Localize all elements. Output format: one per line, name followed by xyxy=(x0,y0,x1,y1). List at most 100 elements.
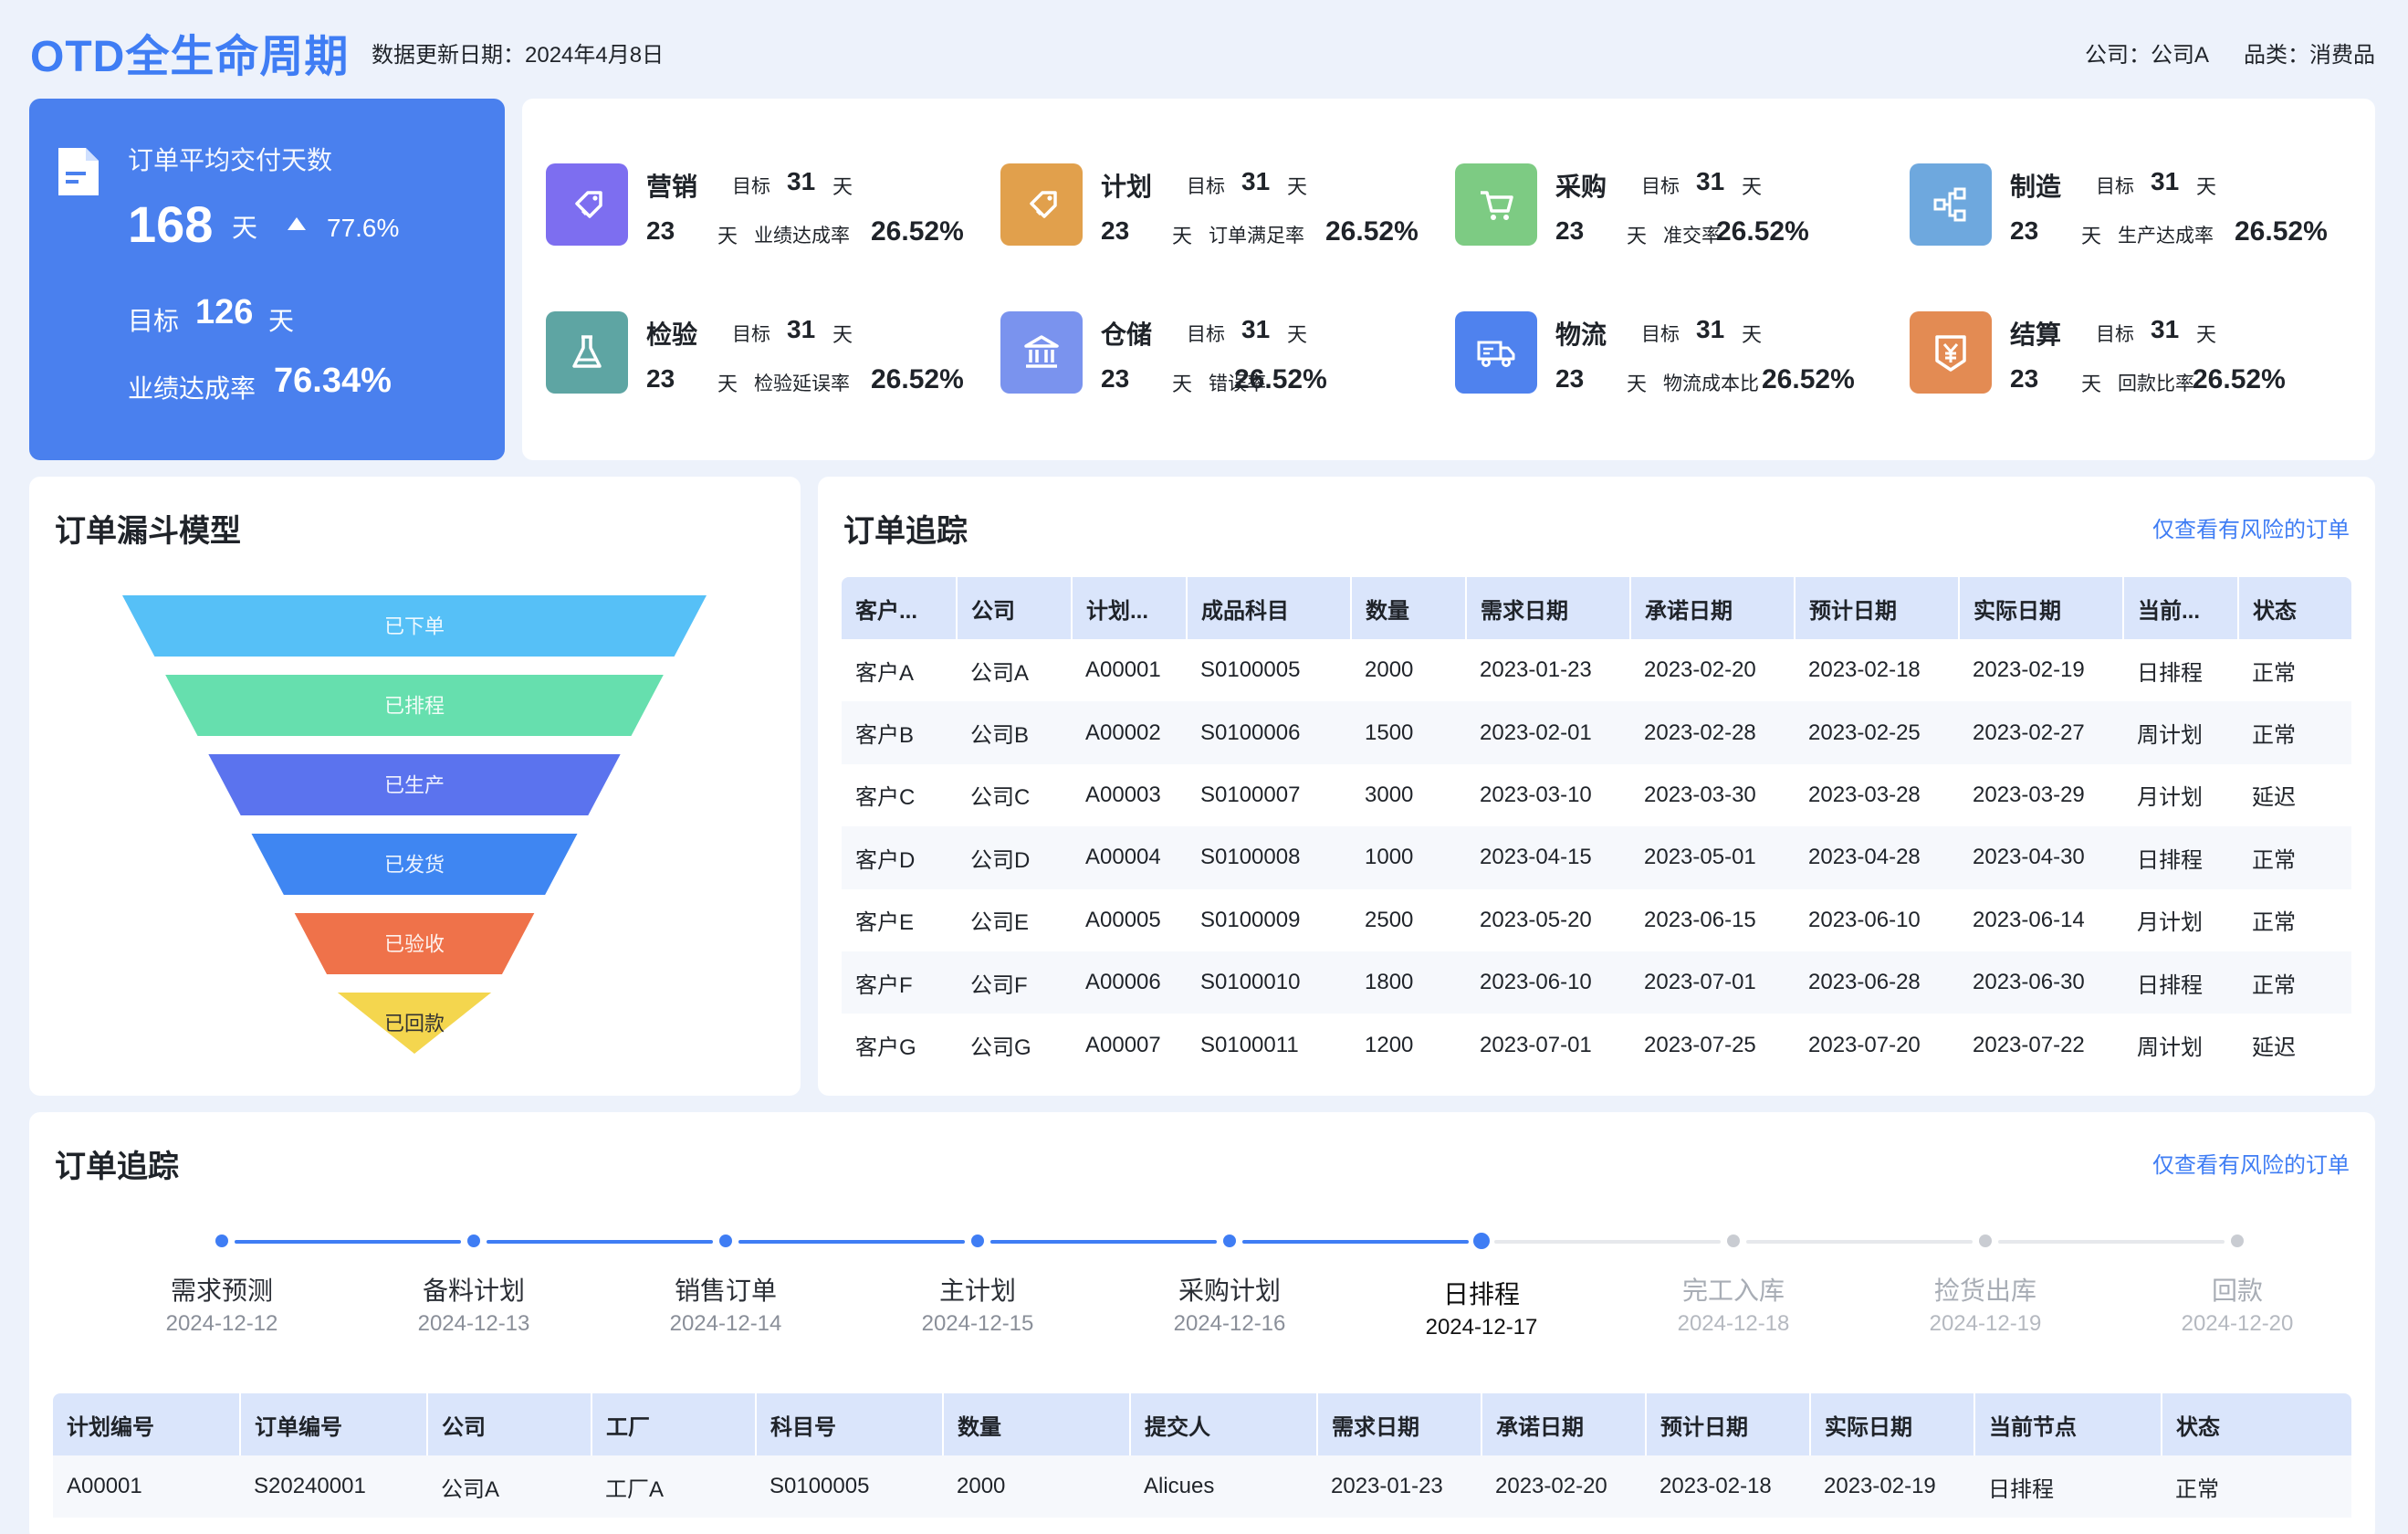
column-header[interactable]: 工厂 xyxy=(592,1393,757,1455)
column-header[interactable]: 当前节点 xyxy=(1974,1393,2162,1455)
column-header[interactable]: 状态 xyxy=(2238,577,2351,639)
funnel-stage-5[interactable] xyxy=(337,993,492,1054)
funnel-stage-1[interactable] xyxy=(165,675,664,736)
table-cell: 客户D xyxy=(842,826,957,889)
yen-icon xyxy=(1910,311,1992,394)
kpi-item-7[interactable]: 结算 目标 31 天 23 天回款比率 26.52% xyxy=(1910,311,2329,403)
column-header[interactable]: 需求日期 xyxy=(1466,577,1631,639)
kpi-actual-unit: 天 xyxy=(1627,225,1648,247)
delivery-summary-card: 订单平均交付天数 168 天 77.6% 目标 126 天 业绩达成率 76.3… xyxy=(29,99,505,460)
column-header[interactable]: 客户... xyxy=(842,577,958,639)
table-row[interactable]: 客户G 公司G A00007 S0100011 1200 2023-07-01 2023-0… xyxy=(842,1014,2351,1076)
column-header[interactable]: 数量 xyxy=(1351,577,1467,639)
table-cell: A00002 xyxy=(1072,701,1187,764)
progress-connector xyxy=(487,1240,713,1244)
column-header[interactable]: 预计日期 xyxy=(1646,1393,1811,1455)
kpi-item-6[interactable]: 物流 目标 31 天 23 天物流成本比 26.52% xyxy=(1455,311,1875,403)
table-cell: A00007 xyxy=(1085,1032,1161,1057)
table-cell: S0100005 xyxy=(756,1455,943,1518)
step-label: 完工入库 xyxy=(1681,1277,1785,1305)
kpi-name: 采购 xyxy=(1555,173,1607,201)
kpi-rate-value: 26.52% xyxy=(871,216,964,247)
funnel-stage-label: 已排程 xyxy=(384,695,445,718)
table-cell: 延迟 xyxy=(2252,785,2296,811)
funnel-stage-3[interactable] xyxy=(251,834,578,895)
table-cell: S0100010 xyxy=(1187,951,1351,1014)
column-header[interactable]: 订单编号 xyxy=(240,1393,428,1455)
column-header[interactable]: 公司 xyxy=(957,577,1073,639)
table-cell: 2023-07-01 xyxy=(1480,1032,1592,1057)
target-unit: 天 xyxy=(268,307,295,335)
kpi-name: 仓储 xyxy=(1101,320,1153,349)
kpi-item-5[interactable]: 仓储 目标 31 天 23 天错误率 26.52% xyxy=(1000,311,1420,403)
column-header[interactable]: 数量 xyxy=(943,1393,1131,1455)
column-header[interactable]: 计划... xyxy=(1072,577,1188,639)
department-kpi-card: 营销 目标 31 天 23 天业绩达成率 26.52% 计划 目标 31 天 23 天订单满足率 26.5… xyxy=(522,99,2375,460)
kpi-actual-value: 23 xyxy=(1101,364,1130,393)
category-filter[interactable]: 品类：消费品 xyxy=(2244,43,2375,68)
risk-orders-link[interactable]: 仅查看有风险的订单 xyxy=(2152,518,2350,542)
table-cell: 2023-03-30 xyxy=(1644,782,1756,807)
column-header[interactable]: 实际日期 xyxy=(1959,577,2124,639)
table-row[interactable]: A00001 S20240001 公司A 工厂A S0100005 2000 Alicues… xyxy=(53,1455,2351,1518)
kpi-item-2[interactable]: 采购 目标 31 天 23 天准交率 26.52% xyxy=(1455,163,1875,255)
column-header[interactable]: 科目号 xyxy=(756,1393,944,1455)
table-cell: 2023-04-15 xyxy=(1466,826,1630,889)
timeline-risk-link[interactable]: 仅查看有风险的订单 xyxy=(2152,1153,2350,1178)
kpi-target-label: 目标 xyxy=(1641,324,1680,345)
kpi-item-0[interactable]: 营销 目标 31 天 23 天业绩达成率 26.52% xyxy=(546,163,966,255)
company-filter[interactable]: 公司：公司A xyxy=(2084,43,2209,68)
column-header[interactable]: 成品科目 xyxy=(1187,577,1352,639)
up-arrow-icon xyxy=(288,217,306,230)
step-label: 日排程 xyxy=(1442,1280,1520,1308)
target-value: 126 xyxy=(195,293,254,331)
table-row[interactable]: 客户A 公司A A00001 S0100005 2000 2023-01-23 2023-0… xyxy=(842,639,2351,701)
kpi-name: 制造 xyxy=(2010,173,2062,201)
kpi-rate-label: 订单满足率 xyxy=(1209,226,1304,247)
column-header[interactable]: 公司 xyxy=(427,1393,592,1455)
table-cell: 延迟 xyxy=(2252,1035,2296,1061)
progress-connector xyxy=(1494,1240,1721,1244)
table-row[interactable]: 客户D 公司D A00004 S0100008 1000 2023-04-15 2023-0… xyxy=(842,826,2351,889)
kpi-item-4[interactable]: 检验 目标 31 天 23 天检验延误率 26.52% xyxy=(546,311,966,403)
table-cell: 2023-01-23 xyxy=(1480,657,1592,683)
kpi-target-label: 目标 xyxy=(1187,176,1225,197)
table-row[interactable]: 客户E 公司E A00005 S0100009 2500 2023-05-20 2023-0… xyxy=(842,889,2351,951)
kpi-item-3[interactable]: 制造 目标 31 天 23 天生产达成率 26.52% xyxy=(1910,163,2329,255)
kpi-target-value: 31 xyxy=(2151,315,2180,343)
column-header[interactable]: 当前... xyxy=(2123,577,2239,639)
table-row[interactable]: 客户F 公司F A00006 S0100010 1800 2023-06-10 2023-0… xyxy=(842,951,2351,1014)
table-cell: 正常 xyxy=(2238,951,2351,1014)
funnel-stage-0[interactable] xyxy=(122,595,707,657)
column-header[interactable]: 提交人 xyxy=(1130,1393,1318,1455)
table-cell: 客户E xyxy=(855,910,915,936)
order-tracking-card: 订单追踪 仅查看有风险的订单 客户... 公司 计划... 成品科目 数量 需求日期 承诺日… xyxy=(818,477,2375,1096)
table-row[interactable]: 客户C 公司C A00003 S0100007 3000 2023-03-10 2023-0… xyxy=(842,764,2351,826)
kpi-rate-label: 准交率 xyxy=(1663,226,1721,247)
kpi-rate-value: 26.52% xyxy=(2193,364,2286,394)
column-header[interactable]: 承诺日期 xyxy=(1481,1393,1647,1455)
table-cell: 正常 xyxy=(2252,910,2296,936)
column-header[interactable]: 预计日期 xyxy=(1795,577,1960,639)
funnel-stage-4[interactable] xyxy=(294,913,535,974)
avg-delivery-days: 168 xyxy=(128,195,214,253)
table-cell: 月计划 xyxy=(2137,910,2203,936)
progress-connector xyxy=(235,1240,461,1244)
column-header[interactable]: 计划编号 xyxy=(53,1393,241,1455)
kpi-item-1[interactable]: 计划 目标 31 天 23 天订单满足率 26.52% xyxy=(1000,163,1420,255)
step-label: 备料计划 xyxy=(422,1277,525,1305)
days-unit: 天 xyxy=(232,214,258,242)
table-cell: 日排程 xyxy=(2123,826,2238,889)
column-header[interactable]: 需求日期 xyxy=(1317,1393,1482,1455)
table-cell: 2000 xyxy=(943,1455,1130,1518)
column-header[interactable]: 承诺日期 xyxy=(1630,577,1796,639)
column-header[interactable]: 实际日期 xyxy=(1810,1393,1975,1455)
column-header[interactable]: 状态 xyxy=(2162,1393,2351,1455)
table-cell: 公司E xyxy=(970,910,1030,936)
kpi-actual-unit: 天 xyxy=(1627,373,1648,395)
table-cell: 2023-03-29 xyxy=(1973,782,2085,807)
summary-title: 订单平均交付天数 xyxy=(128,146,333,174)
table-cell: A00004 xyxy=(1072,826,1187,889)
funnel-stage-2[interactable] xyxy=(208,754,621,815)
table-row[interactable]: 客户B 公司B A00002 S0100006 1500 2023-02-01 2023-0… xyxy=(842,701,2351,764)
